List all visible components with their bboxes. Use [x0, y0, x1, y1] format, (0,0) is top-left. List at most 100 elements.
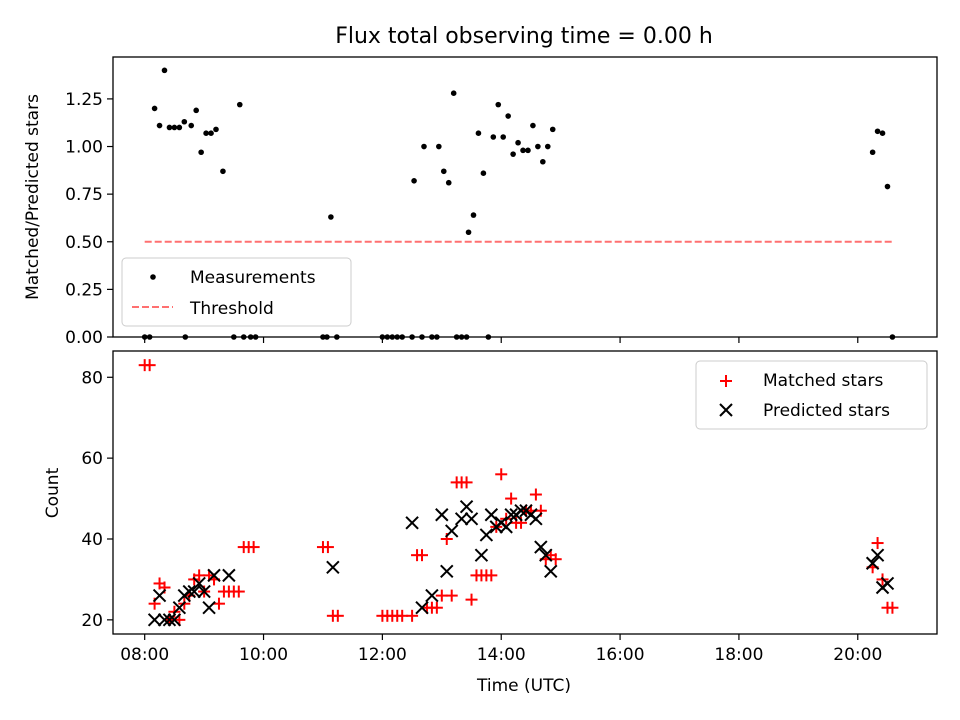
- predicted-star-point: [504, 508, 518, 522]
- measurement-point: [495, 101, 502, 108]
- measurement-point: [874, 128, 881, 135]
- predicted-star-point: [425, 588, 439, 603]
- bottom-panel: 20 40 60 80 08:00 10:00 12:00 14:00 16:00 18:00 2…: [43, 350, 938, 696]
- bottom-x-tick-label: 12:00: [358, 645, 407, 665]
- legend-predicted-label: Predicted stars: [763, 401, 890, 421]
- predicted-star-point: [405, 516, 419, 530]
- matched-star-point: [321, 541, 334, 554]
- predicted-star-point: [464, 512, 479, 526]
- predicted-star-point: [479, 528, 494, 542]
- measurement-point: [530, 122, 536, 129]
- bottom-x-axis-label: Time (UTC): [476, 676, 571, 696]
- predicted-star-point: [539, 548, 553, 562]
- measurement-point: [176, 124, 183, 131]
- bottom-y-tick-label: 60: [81, 449, 103, 469]
- measurement-point: [161, 67, 168, 74]
- legend-predicted-marker: [719, 403, 733, 417]
- measurement-point: [470, 212, 477, 218]
- top-legend-box: [121, 257, 352, 327]
- top-y-tick-label: 1.25: [65, 90, 103, 110]
- bottom-x-tick-label: 14:00: [477, 645, 526, 665]
- measurement-point: [490, 134, 497, 140]
- matched-star-point: [495, 468, 508, 481]
- legend-measurements-label: Measurements: [190, 268, 316, 288]
- predicted-star-point: [157, 613, 172, 627]
- bottom-x-tick-label: 16:00: [596, 645, 645, 665]
- predicted-star-point: [445, 524, 459, 538]
- predicted-star-point: [207, 568, 221, 583]
- matched-star-point: [886, 601, 899, 614]
- measurement-point: [151, 105, 158, 112]
- predicted-star-point: [222, 568, 236, 583]
- measurement-point: [411, 178, 417, 184]
- matched-star-point: [445, 589, 458, 602]
- legend-measurements-marker: [150, 274, 156, 280]
- predicted-star-point: [326, 560, 340, 574]
- measurement-point: [328, 214, 334, 220]
- legend-matched-marker: [720, 375, 732, 387]
- predicted-star-point: [187, 584, 201, 599]
- matched-star-point: [871, 537, 884, 550]
- bottom-y-axis-label: Count: [43, 467, 63, 518]
- predicted-star-point: [459, 499, 474, 514]
- measurement-point: [520, 147, 526, 154]
- measurement-point: [549, 126, 556, 133]
- measurement-point: [171, 124, 178, 131]
- predicted-star-point: [415, 601, 429, 615]
- predicted-star-point: [454, 512, 469, 526]
- matched-star-point: [465, 593, 478, 606]
- top-panel: 0.00 0.25 0.50 0.75 1.00 1.25 Matched/Predict…: [23, 56, 938, 348]
- measurement-point: [421, 143, 427, 150]
- predicted-star-point: [474, 548, 489, 562]
- bottom-x-tick-label: 10:00: [239, 645, 288, 665]
- bottom-legend-box: [695, 360, 928, 430]
- measurement-point: [505, 113, 511, 119]
- predicted-star-point: [499, 520, 513, 534]
- top-y-ticks: 0.00 0.25 0.50 0.75 1.00 1.25: [65, 90, 113, 348]
- top-y-tick-label: 1.00: [65, 138, 103, 158]
- predicted-star-point: [152, 588, 167, 603]
- measurement-point: [198, 149, 204, 156]
- measurement-point: [475, 130, 482, 136]
- top-y-tick-label: 0.75: [65, 185, 103, 205]
- predicted-star-point: [147, 613, 162, 627]
- predicted-star-point: [514, 503, 528, 518]
- measurement-point: [515, 139, 521, 146]
- measurement-point: [440, 168, 447, 175]
- matched-star-point: [460, 476, 473, 489]
- measurement-point: [236, 101, 243, 108]
- predicted-star-point: [182, 584, 196, 599]
- measurement-point: [510, 151, 516, 157]
- bottom-x-tick-label: 18:00: [714, 645, 763, 665]
- predicted-star-point: [544, 564, 558, 579]
- predicted-star-point: [172, 601, 187, 615]
- predicted-star-point: [880, 576, 895, 591]
- measurement-point: [535, 143, 541, 150]
- predicted-star-point: [529, 512, 543, 526]
- measurement-point: [450, 90, 457, 96]
- top-y-axis-label: Matched/Predicted stars: [23, 94, 43, 300]
- top-legend: Measurements Threshold: [121, 257, 352, 327]
- measurement-point: [213, 126, 219, 133]
- matched-star-point: [143, 359, 156, 372]
- bottom-y-tick-label: 80: [81, 368, 103, 388]
- predicted-star-point: [870, 548, 885, 562]
- predicted-star-point: [197, 584, 211, 599]
- measurement-point: [220, 168, 226, 175]
- bottom-plot-marks: [138, 359, 899, 627]
- predicted-star-point: [167, 613, 182, 627]
- predicted-star-point: [534, 540, 548, 554]
- matched-star-point: [416, 549, 428, 562]
- bottom-y-ticks: 20 40 60 80: [81, 368, 113, 631]
- bottom-axes-frame: [112, 350, 938, 635]
- predicted-star-point: [440, 564, 454, 579]
- measurement-point: [156, 122, 163, 129]
- top-y-tick-label: 0.50: [65, 233, 103, 253]
- measurement-point: [166, 124, 173, 131]
- matched-star-point: [529, 488, 542, 501]
- matched-star-point: [232, 585, 245, 598]
- measurement-point: [869, 149, 876, 156]
- measurement-point: [436, 143, 442, 150]
